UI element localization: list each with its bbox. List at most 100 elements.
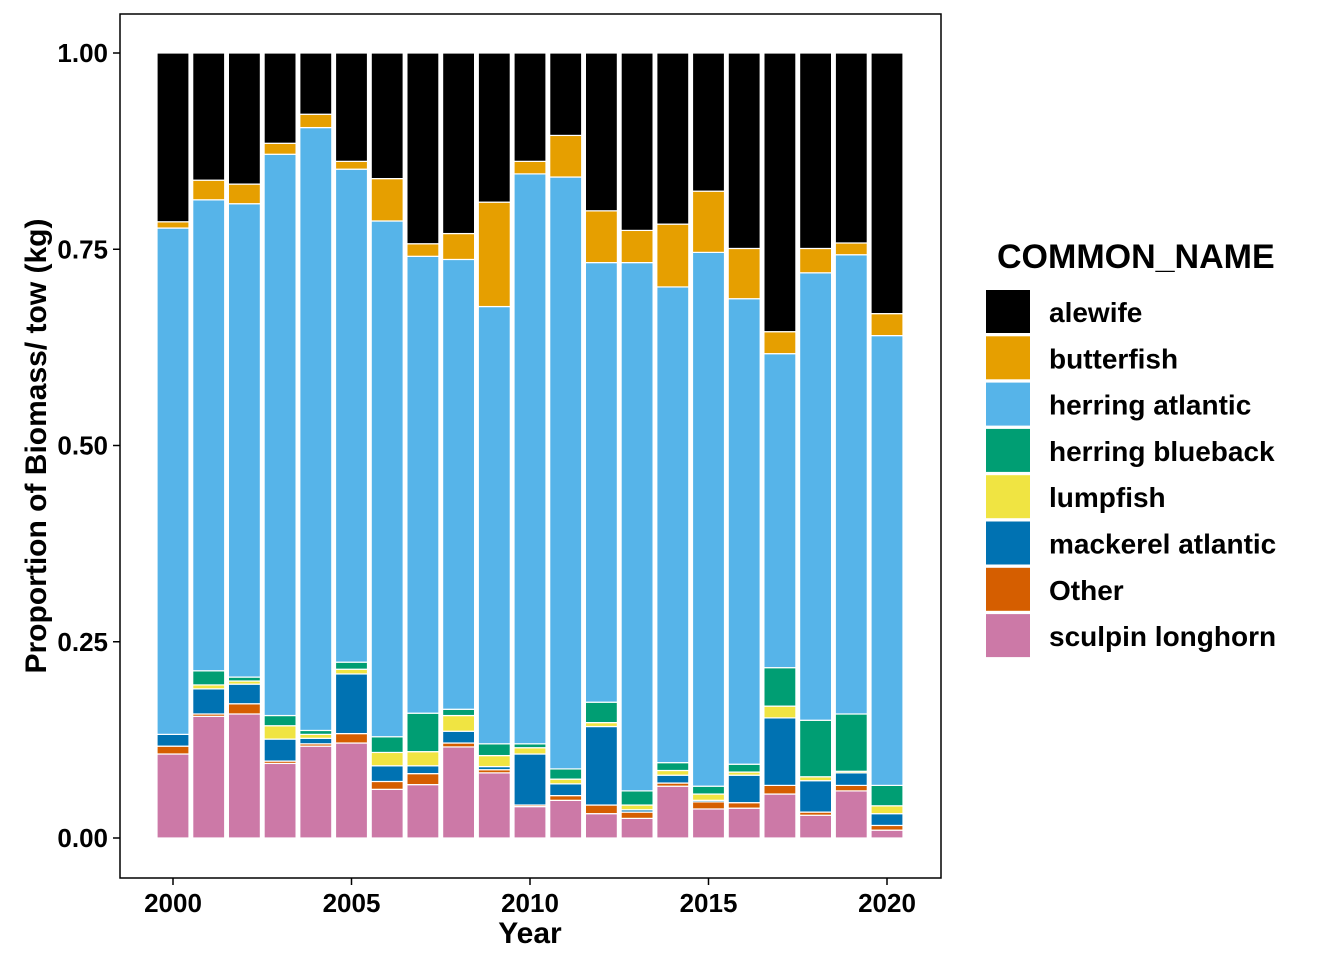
bar-stack-2006 xyxy=(370,52,404,839)
bar-segment-butterfish-2007 xyxy=(406,243,440,257)
bar-segment-alewife-2011 xyxy=(549,52,583,137)
bar-stack-2020 xyxy=(870,52,904,839)
bar-segment-mackerel-atlantic-2010 xyxy=(513,753,547,806)
legend-swatch xyxy=(986,521,1030,565)
bar-segment-sculpin-longhorn-2012 xyxy=(584,813,619,839)
x-axis-title: Year xyxy=(498,917,562,950)
y-tick-label: 0.00 xyxy=(57,823,108,853)
bar-segment-herring-atlantic-2013 xyxy=(620,261,654,792)
bar-stack-2005 xyxy=(334,52,369,839)
bar-segment-alewife-2014 xyxy=(656,52,690,225)
bar-segment-herring-blueback-2020 xyxy=(870,784,904,807)
bar-segment-other-2002 xyxy=(227,703,261,715)
legend: COMMON_NAME alewife butterfish herring atl… xyxy=(986,238,1276,658)
bar-segment-butterfish-2009 xyxy=(477,201,511,308)
bar-segment-butterfish-2012 xyxy=(584,210,619,264)
legend-item-alewife: alewife xyxy=(986,290,1142,333)
bar-segment-sculpin-longhorn-2018 xyxy=(798,814,833,839)
bar-segment-sculpin-longhorn-2009 xyxy=(477,772,511,839)
bar-segment-lumpfish-2011 xyxy=(549,778,583,785)
bar-segment-mackerel-atlantic-2000 xyxy=(156,733,190,747)
y-tick-label: 0.25 xyxy=(57,627,108,657)
bar-segment-herring-blueback-2001 xyxy=(192,670,226,686)
bar-segment-mackerel-atlantic-2018 xyxy=(798,780,833,813)
bar-stack-2014 xyxy=(656,52,690,839)
bar-segment-other-2020 xyxy=(870,824,904,831)
bar-segment-herring-atlantic-2000 xyxy=(156,227,190,735)
bar-segment-other-2019 xyxy=(834,784,868,792)
bar-segment-lumpfish-2017 xyxy=(763,705,797,719)
bar-stacks xyxy=(156,52,904,839)
bar-segment-herring-blueback-2012 xyxy=(584,701,619,724)
bar-segment-sculpin-longhorn-2001 xyxy=(192,715,226,839)
bar-stack-2000 xyxy=(156,52,190,839)
bar-segment-herring-atlantic-2017 xyxy=(763,353,797,669)
legend-swatch xyxy=(986,290,1030,333)
bar-segment-sculpin-longhorn-2020 xyxy=(870,829,904,839)
bar-segment-butterfish-2005 xyxy=(334,160,369,170)
bar-segment-lumpfish-2009 xyxy=(477,754,511,768)
bar-segment-herring-atlantic-2020 xyxy=(870,335,904,786)
bar-segment-herring-blueback-2007 xyxy=(406,712,440,753)
bar-segment-alewife-2010 xyxy=(513,52,547,162)
bar-segment-herring-blueback-2017 xyxy=(763,667,797,707)
bar-segment-other-2017 xyxy=(763,784,797,795)
bar-segment-mackerel-atlantic-2017 xyxy=(763,717,797,787)
bar-stack-2008 xyxy=(442,52,476,839)
bar-segment-mackerel-atlantic-2008 xyxy=(442,730,476,744)
legend-label: alewife xyxy=(1049,297,1142,328)
bar-segment-herring-atlantic-2005 xyxy=(334,168,369,663)
x-tick-label: 2010 xyxy=(501,888,559,918)
bar-segment-herring-blueback-2014 xyxy=(656,762,690,772)
bar-segment-alewife-2009 xyxy=(477,52,511,203)
bar-segment-butterfish-2020 xyxy=(870,313,904,337)
bar-stack-2003 xyxy=(263,52,297,839)
bar-segment-herring-atlantic-2001 xyxy=(192,199,226,672)
legend-item-lumpfish: lumpfish xyxy=(986,475,1166,519)
bar-segment-herring-blueback-2015 xyxy=(691,785,726,795)
bar-segment-alewife-2002 xyxy=(227,52,261,185)
bar-segment-herring-blueback-2019 xyxy=(834,713,868,772)
bar-segment-mackerel-atlantic-2007 xyxy=(406,765,440,775)
legend-swatch xyxy=(986,475,1030,519)
bar-segment-butterfish-2011 xyxy=(549,134,583,178)
bar-segment-butterfish-2006 xyxy=(370,178,404,222)
bar-segment-herring-blueback-2006 xyxy=(370,736,404,754)
bar-segment-alewife-2020 xyxy=(870,52,904,315)
bar-segment-sculpin-longhorn-2017 xyxy=(763,793,797,839)
bar-segment-butterfish-2018 xyxy=(798,247,833,274)
bar-segment-sculpin-longhorn-2013 xyxy=(620,817,654,839)
bar-segment-lumpfish-2020 xyxy=(870,805,904,815)
bar-segment-alewife-2018 xyxy=(798,52,833,250)
bar-segment-other-2015 xyxy=(691,801,726,810)
bar-segment-lumpfish-2010 xyxy=(513,747,547,755)
bar-stack-2013 xyxy=(620,52,654,839)
x-tick-label: 2000 xyxy=(144,888,202,918)
legend-swatch xyxy=(986,428,1030,472)
bar-segment-lumpfish-2014 xyxy=(656,769,690,776)
bar-segment-other-2011 xyxy=(549,795,583,801)
bar-segment-herring-atlantic-2008 xyxy=(442,258,476,710)
bar-stack-2011 xyxy=(549,52,583,839)
legend-item-herring-atlantic: herring atlantic xyxy=(986,382,1251,426)
bar-segment-other-2005 xyxy=(334,732,369,744)
bar-stack-2012 xyxy=(584,52,619,839)
bar-segment-alewife-2008 xyxy=(442,52,476,235)
bar-segment-herring-atlantic-2002 xyxy=(227,203,261,678)
bar-segment-other-2007 xyxy=(406,773,440,786)
bar-segment-sculpin-longhorn-2000 xyxy=(156,753,190,839)
bar-segment-butterfish-2001 xyxy=(192,179,226,201)
bar-segment-butterfish-2015 xyxy=(691,190,726,253)
bar-stack-2004 xyxy=(299,52,333,839)
legend-items: alewife butterfish herring atlantic herring… xyxy=(986,290,1276,658)
bar-segment-mackerel-atlantic-2001 xyxy=(192,688,226,715)
bar-segment-herring-blueback-2011 xyxy=(549,768,583,780)
bar-stack-2019 xyxy=(834,52,868,839)
legend-item-herring-blueback: herring blueback xyxy=(986,428,1275,472)
bar-segment-other-2016 xyxy=(727,802,761,809)
bar-segment-mackerel-atlantic-2020 xyxy=(870,813,904,827)
bar-segment-herring-atlantic-2019 xyxy=(834,254,868,715)
bar-segment-alewife-2019 xyxy=(834,52,868,244)
legend-item-sculpin-longhorn: sculpin longhorn xyxy=(986,614,1276,658)
